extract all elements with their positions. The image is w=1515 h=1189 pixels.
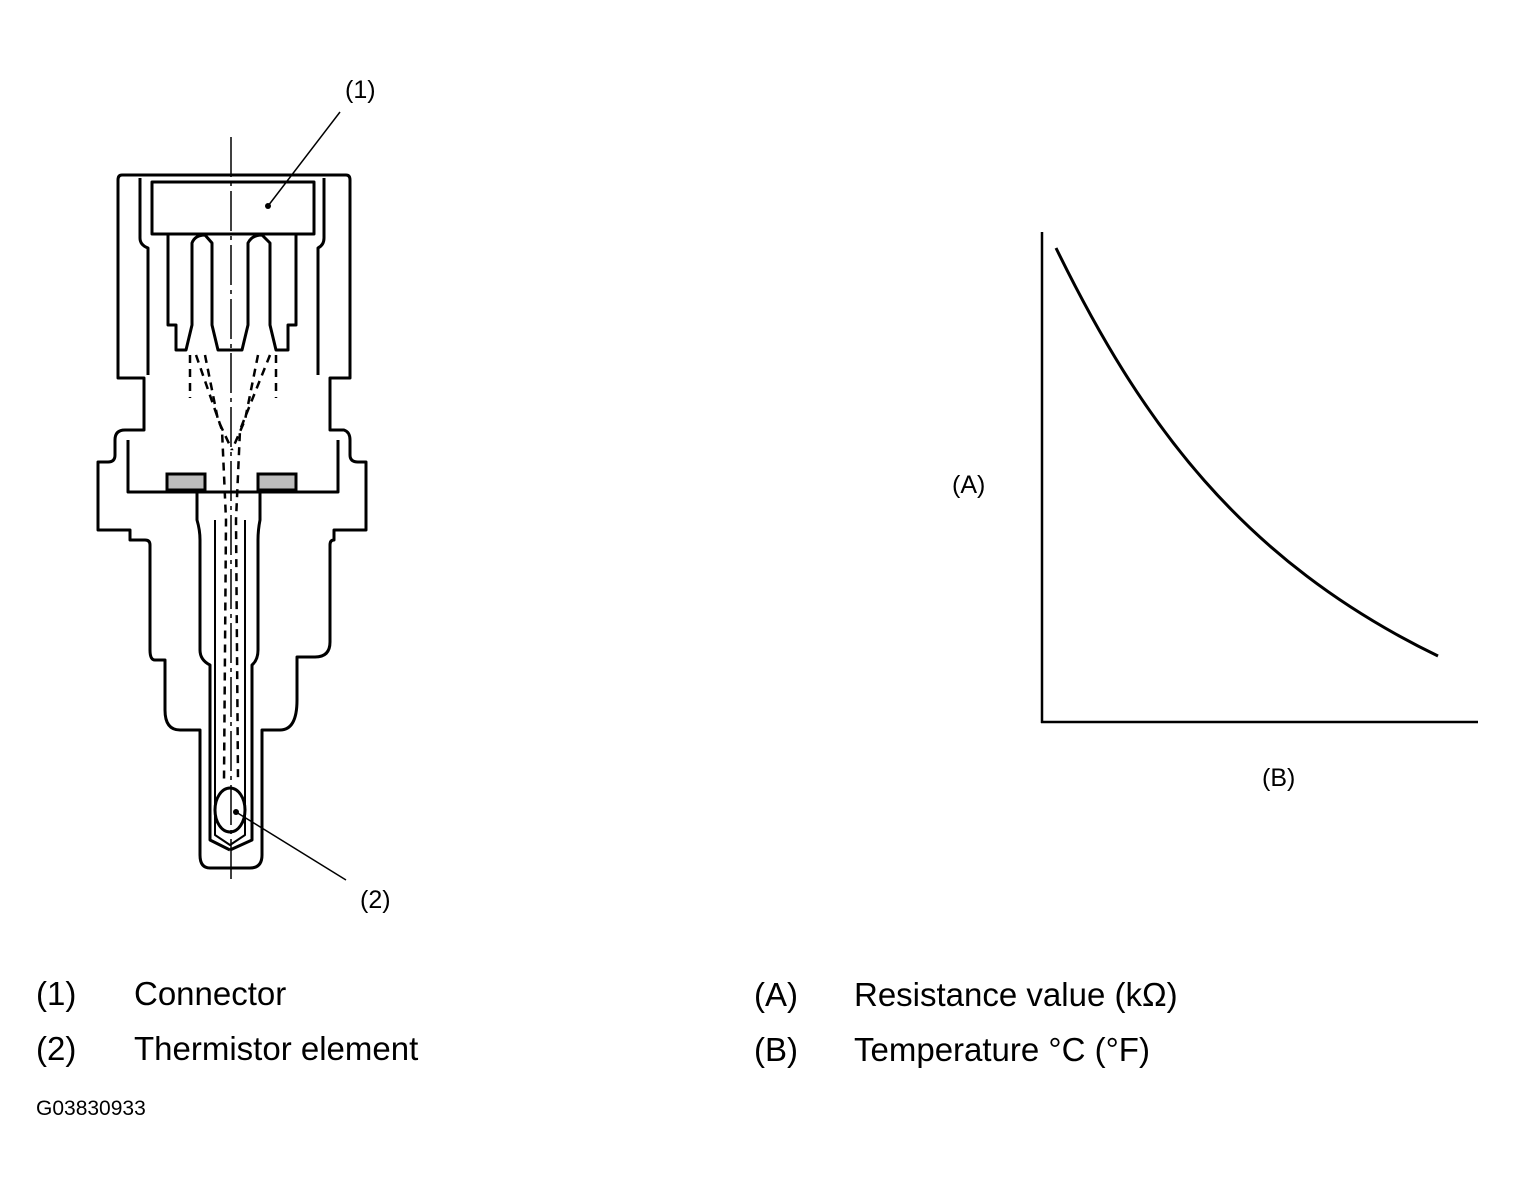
stem-inner-left (195, 492, 231, 852)
leader-dot-2 (233, 809, 239, 815)
connector-block (150, 180, 316, 236)
leader-dot-1 (265, 203, 271, 209)
legend-text-resistance: Resistance value (kΩ) (854, 976, 1178, 1013)
terminal-pin-left (166, 233, 298, 352)
legend-key-b: (B) (754, 1031, 798, 1068)
callout-label-2: (2) (360, 886, 391, 914)
legend-text-connector: Connector (134, 975, 287, 1012)
legend-key-1: (1) (36, 975, 77, 1012)
cap-inner-right (316, 178, 326, 375)
graph-y-label: (A) (952, 471, 986, 499)
seal-right (256, 472, 298, 492)
legend-key-2: (2) (36, 1030, 77, 1067)
resistance-temperature-curve (1054, 247, 1439, 658)
legend-key-a: (A) (754, 976, 798, 1013)
tube-inner (214, 520, 246, 846)
leader-line-1 (267, 111, 341, 207)
flange-inner (126, 440, 340, 494)
callout-label-1: (1) (345, 76, 376, 104)
cap-inner-left (138, 178, 150, 375)
leader-line-2 (235, 811, 347, 881)
legend-text-temperature: Temperature °C (°F) (854, 1031, 1150, 1068)
thermistor-element (213, 786, 247, 834)
graph-x-label: (B) (1262, 764, 1296, 792)
seal-left (165, 472, 207, 492)
figure-code: G03830933 (36, 1097, 146, 1120)
legend-text-thermistor: Thermistor element (134, 1030, 419, 1067)
stem-inner-right (229, 492, 262, 852)
sensor-body-outline (96, 173, 368, 870)
